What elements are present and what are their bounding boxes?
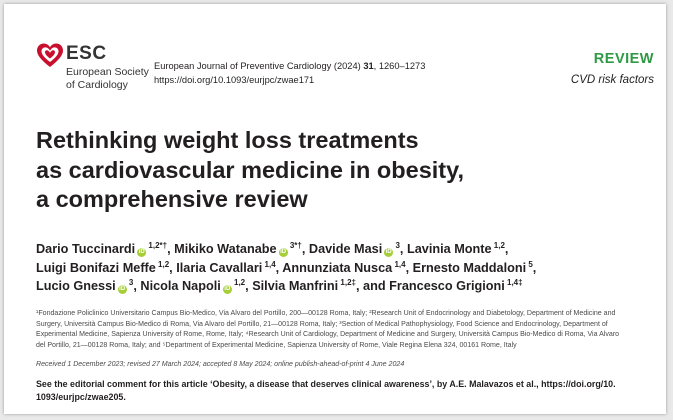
title-line: Rethinking weight loss treatments (36, 127, 419, 153)
author-name[interactable]: Francesco Grigioni 1,4‡ (389, 278, 523, 294)
affiliation-line: del Portillo, 21—00128 Roma, Italy; and … (36, 341, 517, 349)
author-affiliation-sup: 3 (126, 278, 134, 288)
title-line: as cardiovascular medicine in obesity, (36, 156, 464, 183)
author-name-text: Lucio Gnessi (36, 279, 116, 294)
author-name[interactable]: Dario Tuccinardi iD 1,2*† (36, 241, 168, 257)
author-name-text: Annunziata Nusca (282, 260, 393, 275)
author-affiliation-sup: 1,2*† (146, 241, 168, 250)
author-name[interactable]: Mikiko Watanabe iD 3*† (174, 241, 302, 257)
author-affiliation-sup: 3*† (287, 241, 302, 250)
affiliation-line: ¹Fondazione Policlinico Universitario Ca… (36, 310, 616, 317)
logo-society-line1: European Society (66, 66, 149, 78)
article-section: CVD risk factors (570, 74, 654, 86)
article-type-label: REVIEW (593, 51, 654, 67)
author-affiliation-sup: 1,2 (491, 241, 505, 250)
logo-brand: ESC (66, 43, 107, 64)
journal-citation: European Journal of Preventive Cardiolog… (154, 61, 425, 71)
author-name-text: Ilaria Cavallari (176, 260, 263, 275)
author-name[interactable]: Annunziata Nusca 1,4 (282, 259, 406, 275)
affiliation-line: Experimental Medicine, Sapienza Universi… (36, 331, 620, 339)
article-doi-link[interactable]: https://doi.org/10.1093/eurjpc/zwae171 (154, 75, 315, 85)
author-name[interactable]: Ilaria Cavallari 1,4 (176, 259, 276, 275)
logo-society-line2: of Cardiology (66, 79, 128, 91)
author-name[interactable]: Davide Masi iD 3 (308, 241, 400, 257)
editorial-comment: See the editorial comment for this artic… (36, 378, 656, 403)
author-name[interactable]: Nicola Napoli iD 1,2 (140, 278, 246, 295)
orcid-icon[interactable]: iD (384, 248, 394, 257)
article-page: ESC European Society of Cardiology Europ… (4, 4, 666, 414)
author-line: Dario Tuccinardi iD 1,2*†, Mikiko Watanab… (36, 241, 509, 257)
author-name-text: Francesco Grigioni (389, 279, 505, 294)
orcid-icon[interactable]: iD (117, 285, 127, 295)
author-affiliation-sup: 1,2 (155, 259, 170, 269)
author-affiliation-sup: 3 (393, 241, 400, 250)
author-affiliation-sup: 1,4‡ (504, 278, 523, 288)
author-name[interactable]: Lavinia Monte 1,2 (406, 241, 505, 257)
affiliations: ¹Fondazione Policlinico Universitario Ca… (36, 309, 648, 351)
heart-logo-icon (37, 43, 63, 67)
author-name-text: Lavinia Monte (406, 242, 492, 256)
journal-name: European Journal of Preventive Cardiolog… (154, 61, 361, 71)
orcid-icon[interactable]: iD (222, 285, 232, 295)
author-name[interactable]: Lucio Gnessi iD 3 (36, 278, 134, 295)
author-name[interactable]: Silvia Manfrini 1,2‡ (252, 278, 356, 294)
author-affiliation-sup: 1,4 (392, 259, 406, 269)
author-name-text: Nicola Napoli (140, 279, 221, 294)
author-name[interactable]: Ernesto Maddaloni 5 (412, 259, 533, 275)
author-line: Luigi Bonifazi Meffe 1,2, Ilaria Cavalla… (36, 259, 537, 275)
orcid-icon[interactable]: iD (278, 248, 288, 257)
author-list: Dario Tuccinardi iD 1,2*†, Mikiko Watanab… (36, 240, 656, 296)
author-affiliation-sup: 5 (526, 259, 533, 269)
affiliation-line: Surgery, Università Campus Bio-Medico di… (36, 320, 608, 328)
author-name-text: Mikiko Watanabe (174, 242, 277, 256)
author-affiliation-sup: 1,2 (231, 278, 246, 288)
article-history: Received 1 December 2023; revised 27 Mar… (36, 361, 405, 368)
author-name-text: Dario Tuccinardi (36, 242, 136, 256)
author-name-text: Ernesto Maddaloni (412, 260, 527, 275)
author-affiliation-sup: 1,2‡ (338, 278, 356, 288)
editorial-line[interactable]: 1093/eurjpc/zwae205. (36, 391, 126, 402)
journal-volume: 31 (363, 61, 374, 71)
article-title: Rethinking weight loss treatments as car… (36, 126, 656, 215)
editorial-line[interactable]: See the editorial comment for this artic… (36, 379, 616, 389)
author-affiliation-sup: 1,4 (262, 259, 276, 269)
author-line: Lucio Gnessi iD 3, Nicola Napoli iD 1,2, S… (36, 278, 523, 295)
author-name[interactable]: Luigi Bonifazi Meffe 1,2 (36, 259, 170, 275)
journal-pages: , 1260–1273 (373, 61, 426, 71)
author-name-text: Silvia Manfrini (252, 279, 339, 294)
author-name-text: Luigi Bonifazi Meffe (36, 260, 156, 275)
orcid-icon[interactable]: iD (137, 248, 147, 257)
title-line: a comprehensive review (36, 186, 308, 212)
author-name-text: Davide Masi (308, 242, 383, 256)
